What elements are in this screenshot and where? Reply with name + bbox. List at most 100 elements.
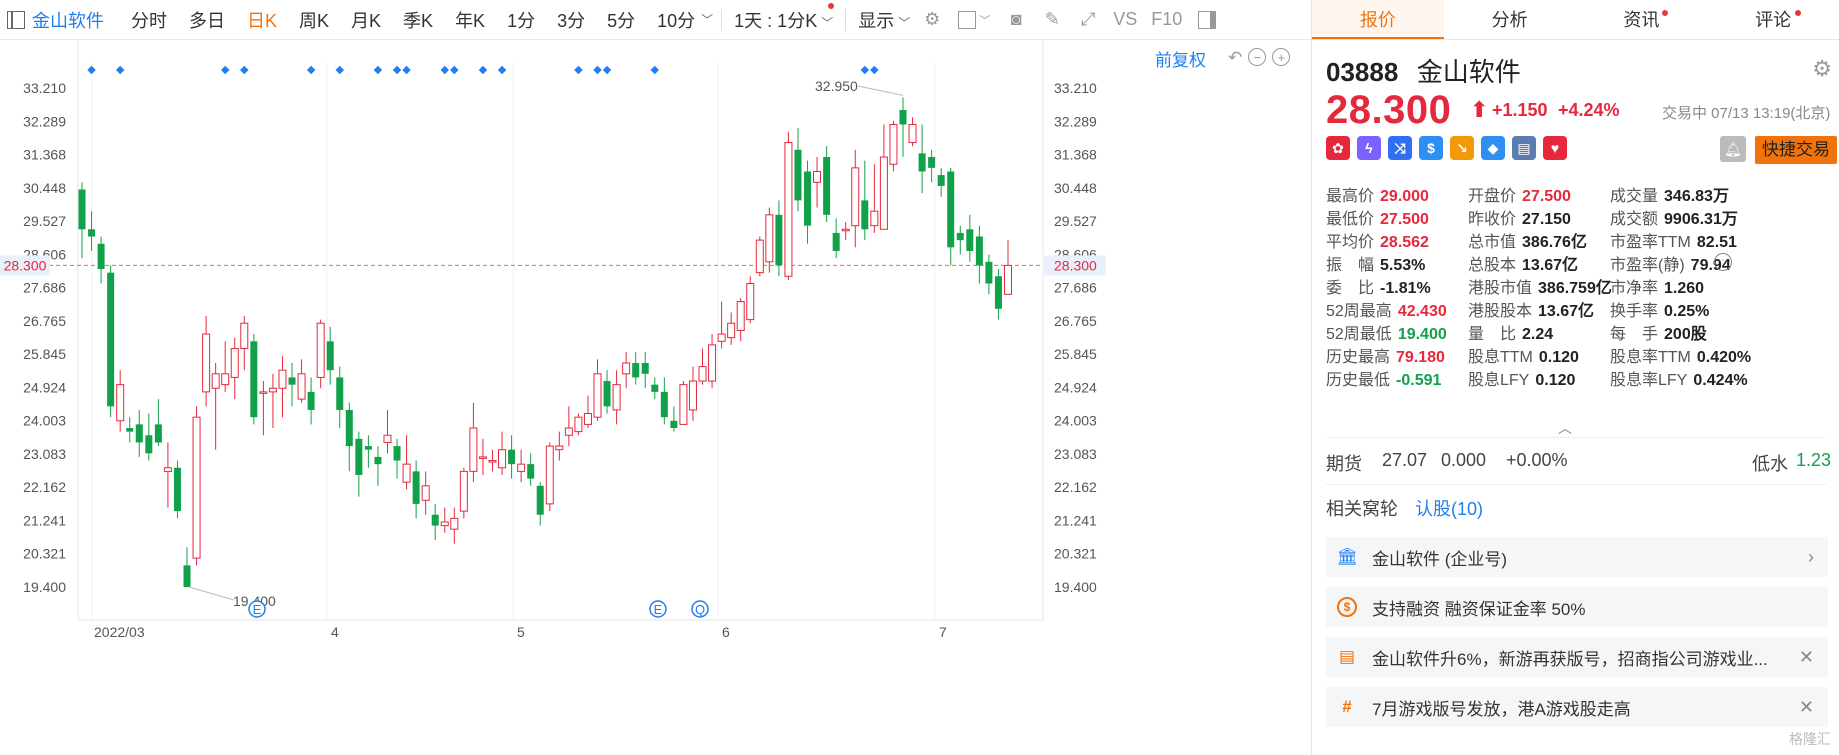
stat-item: 委 比 -1.81%	[1326, 274, 1431, 298]
camera-icon[interactable]: ◙	[1010, 9, 1022, 29]
stat-label: 昨收价	[1468, 211, 1517, 228]
stat-label: 平均价	[1326, 234, 1375, 251]
fullscreen-icon[interactable]: ⤢	[1081, 9, 1096, 29]
candle-body	[908, 123, 917, 144]
tab-quote[interactable]: 报价	[1312, 0, 1444, 39]
event-marker-icon	[574, 65, 583, 75]
event-marker-icon	[602, 65, 612, 75]
chevron-right-icon[interactable]: ›	[1808, 547, 1814, 567]
event-badge-label: Q	[695, 602, 705, 617]
candle-body	[593, 373, 602, 418]
y-tick-label: 19.400	[23, 579, 66, 595]
display-select[interactable]: 显示 ﹀	[858, 7, 910, 33]
candle-body	[421, 485, 430, 501]
dollar-icon[interactable]: $	[1419, 136, 1443, 160]
period-weekly-k[interactable]: 周K	[299, 10, 330, 31]
close-icon[interactable]: ✕	[1798, 647, 1814, 667]
quick-trade-button[interactable]: 快捷交易	[1755, 136, 1837, 164]
candle-body	[431, 514, 439, 526]
candle-body	[651, 384, 659, 392]
adjust-mode-button[interactable]: 前复权	[1155, 51, 1206, 70]
news-card[interactable]: ▤ 金山软件升6%，新游再获版号，招商指公司游戏业... ✕	[1326, 637, 1828, 677]
period-fenshi[interactable]: 分时	[131, 10, 167, 31]
company-card[interactable]: 🏛︎ 金山软件 (企业号) ›	[1326, 537, 1828, 577]
y-tick-label: 33.210	[23, 80, 66, 96]
candle-body	[545, 445, 554, 505]
candle-body	[135, 424, 143, 443]
zoom-in-icon[interactable]: +	[1272, 48, 1291, 66]
divider	[721, 8, 723, 31]
high-annotation-line	[857, 85, 904, 96]
x-tick-label: 4	[331, 624, 339, 640]
candle-body	[813, 170, 822, 183]
hash-icon: #	[1342, 697, 1352, 716]
settings-icon[interactable]: ⚙	[1812, 56, 1832, 81]
collapse-icon[interactable]: ︿	[1558, 420, 1572, 436]
stat-item: 开盘价 27.500	[1468, 182, 1571, 206]
candle-body	[632, 362, 640, 378]
margin-card[interactable]: $ 支持融资 融资保证金率 50%	[1326, 587, 1828, 627]
stat-label: 52周最高	[1326, 303, 1392, 320]
stat-label: 成交量	[1610, 188, 1659, 205]
card-text: 金山软件升6%，新游再获版号，招商指公司游戏业...	[1372, 649, 1768, 669]
period-yearly-k[interactable]: 年K	[455, 10, 486, 31]
tag-icon[interactable]: ◆	[1481, 136, 1505, 160]
card-text: 金山软件 (企业号)	[1372, 549, 1508, 569]
period-5min[interactable]: 5分	[607, 10, 636, 31]
period-3min[interactable]: 3分	[557, 10, 586, 31]
range-select[interactable]: 1天 : 1分K ﹀	[734, 2, 835, 33]
event-badge-icon	[691, 600, 709, 618]
shuffle-icon[interactable]: ⤨	[1388, 136, 1412, 160]
stat-item: 历史最低 -0.591	[1326, 366, 1441, 390]
period-monthly-k[interactable]: 月K	[351, 10, 382, 31]
undo-icon[interactable]: ↶	[1228, 48, 1243, 67]
stat-item: 历史最高 79.180	[1326, 343, 1445, 367]
stat-value: 0.420%	[1696, 349, 1752, 366]
futures-label: 期货	[1326, 454, 1362, 474]
vs-icon[interactable]: VS	[1113, 9, 1138, 29]
stat-value: 82.51	[1696, 234, 1737, 251]
heart-icon[interactable]: ♥	[1543, 136, 1567, 160]
period-daily-k[interactable]: 日K	[247, 10, 278, 31]
event-marker-icon	[478, 65, 488, 75]
zoom-out-icon[interactable]: −	[1248, 48, 1267, 66]
checkbox-icon[interactable]: ﹀	[957, 9, 991, 31]
y-tick-label: 20.321	[23, 546, 66, 562]
period-quarterly-k[interactable]: 季K	[403, 10, 434, 31]
stat-value: 386.76亿	[1522, 234, 1587, 251]
candle-body	[116, 384, 125, 422]
warrants-link[interactable]: 认股(10)	[1415, 499, 1484, 519]
pen-icon[interactable]: ✎	[1044, 9, 1060, 29]
lightning-icon[interactable]: ϟ	[1357, 136, 1381, 160]
price-row: 28.300 ⬆ +1.150 +4.24% 交易中 07/13 13:19(北…	[1326, 88, 1836, 132]
tab-analysis[interactable]: 分析	[1444, 0, 1576, 39]
bell-icon[interactable]: 🔔︎	[1720, 136, 1746, 162]
news-card[interactable]: # 7月游戏版号发放，港A游戏股走高 ✕	[1326, 687, 1828, 727]
sidebar-toggle-icon[interactable]	[0, 0, 32, 40]
tab-news[interactable]: 资讯	[1576, 0, 1708, 39]
chevron-down-icon[interactable]: ﹀	[701, 13, 714, 27]
candle-body	[211, 373, 220, 389]
period-multiday[interactable]: 多日	[189, 10, 225, 31]
kline-chart-area[interactable]: 2022/03 4 5 6 7 33.210 33.210 32.289 32.289 31.36…	[0, 40, 1311, 755]
notification-dot	[1795, 10, 1802, 16]
event-marker-icon	[402, 65, 411, 75]
futures-row: 期货 27.07 0.000 +0.00% 低水 1.23	[1326, 450, 1831, 476]
period-1min[interactable]: 1分	[507, 10, 536, 31]
doc-icon[interactable]: ▤	[1512, 136, 1536, 160]
kline-chart[interactable]: 2022/03 4 5 6 7 33.210 33.210 32.289 32.289 31.36…	[0, 40, 1311, 755]
stat-label: 市盈率TTM	[1610, 234, 1691, 251]
flower-icon[interactable]: ✿	[1326, 136, 1350, 160]
stock-name-label[interactable]: 金山软件	[32, 10, 104, 31]
y-tick-label: 24.003	[23, 413, 66, 429]
x-tick-label: 6	[722, 624, 730, 640]
settings-icon[interactable]: ⚙	[924, 9, 941, 29]
candle-body	[536, 485, 544, 515]
more-icon[interactable]: ···	[1714, 253, 1732, 271]
close-icon[interactable]: ✕	[1798, 697, 1814, 717]
f10-icon[interactable]: F10	[1151, 9, 1183, 29]
trend-icon[interactable]: ↘	[1450, 136, 1474, 160]
period-10min[interactable]: 10分	[657, 10, 696, 31]
tab-comments[interactable]: 评论	[1707, 0, 1839, 39]
sidebar-icon[interactable]	[1196, 9, 1218, 31]
